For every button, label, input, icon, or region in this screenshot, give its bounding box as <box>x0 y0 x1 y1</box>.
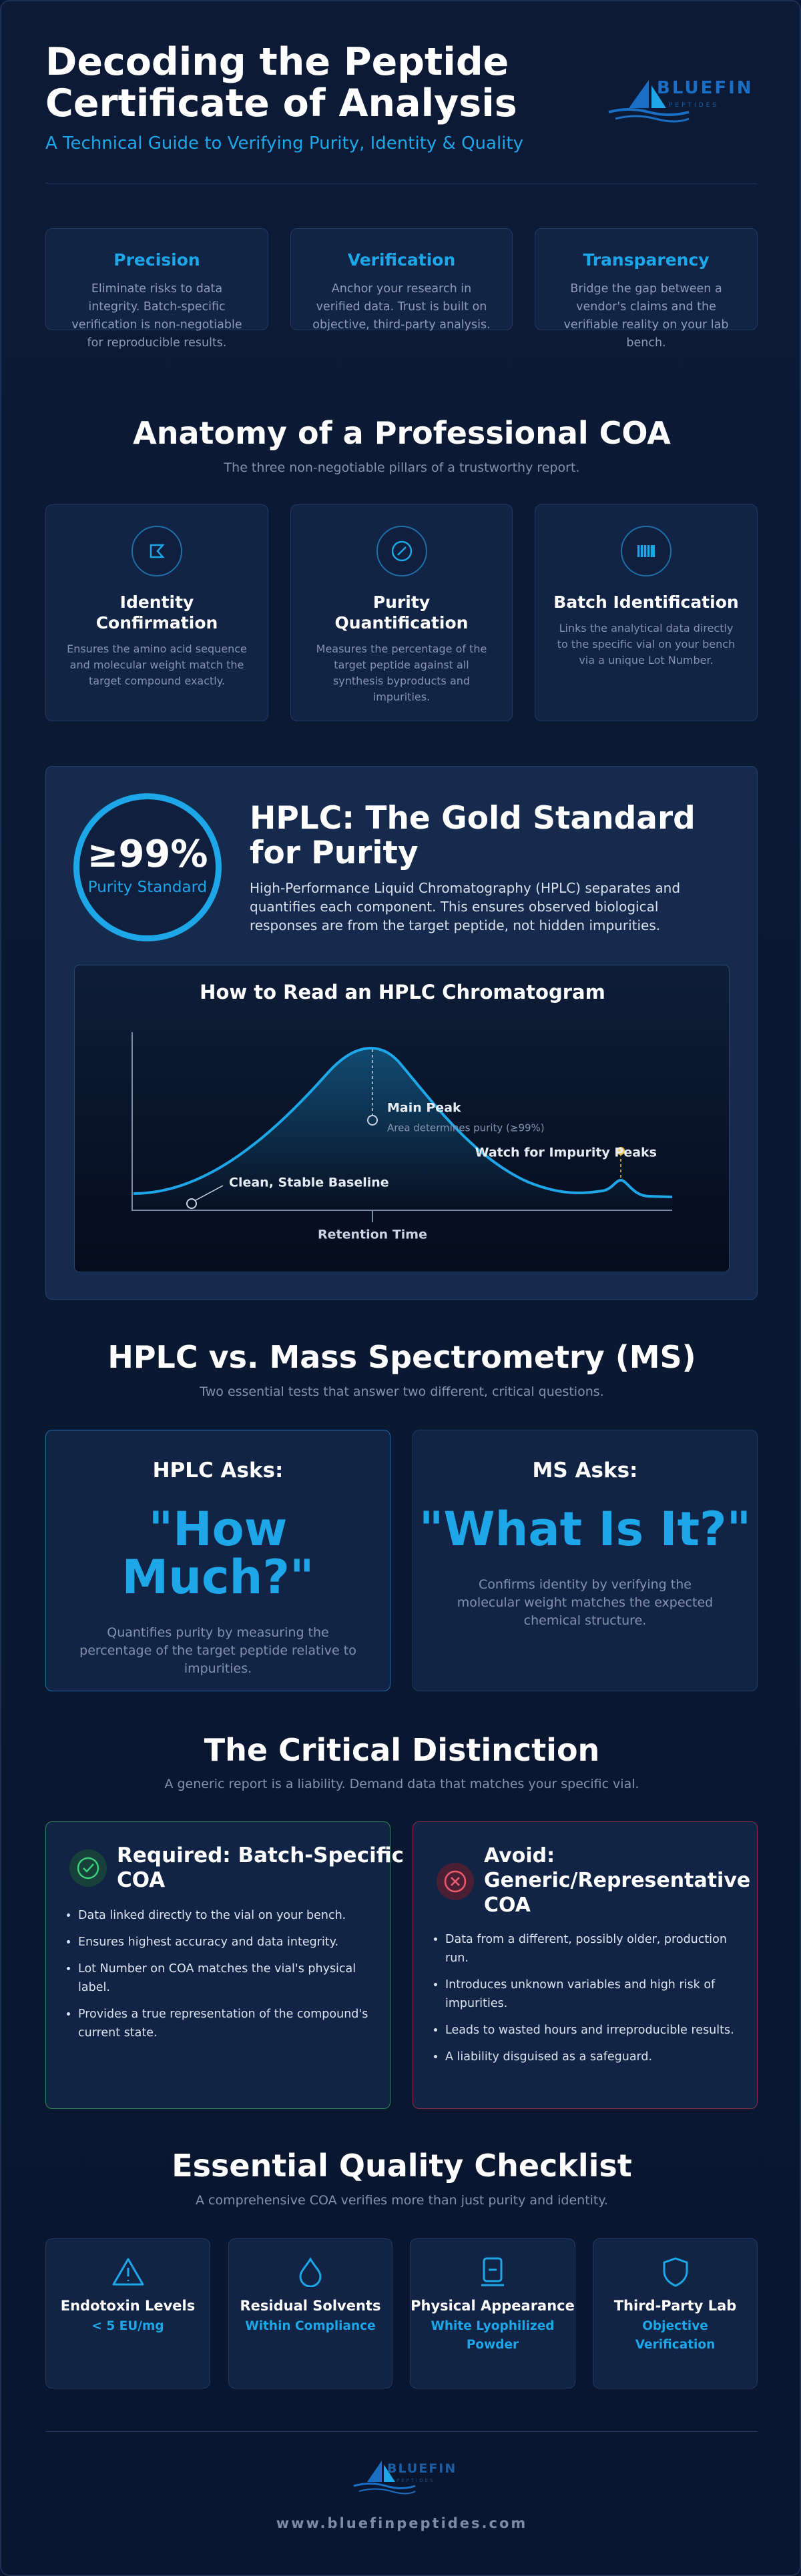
checklist-card: Third-Party Lab Objective Verification <box>593 2238 758 2389</box>
comparison-card: HPLC Asks: "How Much?" Quantifies purity b… <box>45 1430 390 1691</box>
item-title: Endotoxin Levels <box>60 2298 196 2314</box>
anatomy-card: Batch Identification Links the analytical… <box>535 504 758 721</box>
section-title: HPLC vs. Mass Spectrometry (MS) <box>107 1339 696 1375</box>
item-title: Physical Appearance <box>411 2298 575 2314</box>
checklist-card: Residual Solvents Within Compliance <box>228 2238 392 2389</box>
title: Decoding the Peptide Certificate of Anal… <box>45 40 517 125</box>
icon <box>621 526 672 576</box>
subtitle: A Technical Guide to Verifying Purity, I… <box>45 133 523 153</box>
required-card: Required: Batch-Specific COA Data linked… <box>45 1821 404 2109</box>
section-title: Essential Quality Checklist <box>172 2148 632 2184</box>
bullet-item: Provides a true representation of the co… <box>78 2005 370 2042</box>
item-value: < 5 EU/mg <box>91 2319 164 2333</box>
section-title: The Critical Distinction <box>204 1732 600 1768</box>
check-icon <box>69 1849 107 1887</box>
cross-icon <box>437 1863 474 1900</box>
card-title: Avoid: Generic/Representative COA <box>484 1844 751 1917</box>
hplc-title: HPLC: The Gold Standard for Purity <box>250 800 696 871</box>
section-subtitle: A generic report is a liability. Demand … <box>164 1777 639 1791</box>
icon <box>299 2257 322 2287</box>
icon <box>376 526 427 576</box>
pillar-title: Precision <box>113 250 200 270</box>
card-question: MS Asks: <box>532 1458 638 1482</box>
item-value: White Lyophilized Powder <box>431 2319 555 2352</box>
icon <box>663 2257 688 2287</box>
pillar-card: Transparency Bridge the gap between a ven… <box>535 228 758 350</box>
card-text: Quantifies purity by measuring the perce… <box>79 1625 356 1676</box>
checklist-card: Physical Appearance White Lyophilized Pow… <box>410 2238 575 2389</box>
chart-title: How to Read an HPLC Chromatogram <box>200 981 605 1003</box>
chromatogram: How to Read an HPLC Chromatogram Main Pe… <box>131 981 673 1242</box>
card-answer: "What Is It?" <box>419 1502 752 1557</box>
pillar-text: Eliminate risks to data integrity. Batch… <box>71 282 242 350</box>
item-title: Residual Solvents <box>240 2298 381 2314</box>
x-axis-label: Retention Time <box>318 1228 427 1242</box>
bullet-item: Ensures highest accuracy and data integr… <box>78 1933 370 1952</box>
bullet-item: Leads to wasted hours and irreproducible… <box>445 2021 737 2040</box>
logo-subtext: PEPTIDES <box>669 102 719 109</box>
hplc-panel: ≥99% Purity Standard HPLC: The Gold Stan… <box>45 766 758 1300</box>
main-peak-label: Main Peak <box>387 1101 461 1116</box>
item-value: Within Compliance <box>245 2319 376 2333</box>
pillar-card: Verification Anchor your research in veri… <box>290 228 513 332</box>
card-text: Confirms identity by verifying the molec… <box>457 1577 714 1628</box>
logo: BLUEFIN PEPTIDES <box>608 78 754 123</box>
pillar-card: Precision Eliminate risks to data integri… <box>45 228 268 350</box>
pillar-text: Anchor your research in verified data. T… <box>312 282 491 332</box>
item-title: Third-Party Lab <box>613 2298 737 2314</box>
logo-text: BLUEFIN <box>657 78 754 98</box>
card-title: Batch Identification <box>553 592 739 612</box>
card-answer: "How Much?" <box>121 1502 314 1605</box>
card-text: Ensures the amino acid sequence and mole… <box>67 642 247 687</box>
checklist-card: Endotoxin Levels < 5 EU/mg <box>45 2238 210 2389</box>
section-subtitle: Two essential tests that answer two diff… <box>200 1384 604 1399</box>
badge-value: ≥99% <box>87 833 208 876</box>
icon <box>131 526 182 576</box>
card-title: Purity Quantification <box>334 592 469 632</box>
badge-label: Purity Standard <box>87 879 208 896</box>
section-title: Anatomy of a Professional COA <box>133 415 671 451</box>
bullet-item: Data linked directly to the vial on your… <box>78 1906 370 1925</box>
impurity-label: Watch for Impurity Peaks <box>475 1146 657 1160</box>
footer-url: www.bluefinpeptides.com <box>276 2515 528 2531</box>
divider <box>45 2431 758 2432</box>
section-subtitle: The three non-negotiable pillars of a tr… <box>224 460 580 475</box>
logo-subtext: PEPTIDES <box>396 2478 435 2483</box>
bullet-item: A liability disguised as a safeguard. <box>445 2048 737 2066</box>
icon <box>112 2258 144 2286</box>
hplc-description: High-Performance Liquid Chromatography (… <box>250 880 681 933</box>
card-text: Links the analytical data directly to th… <box>557 622 736 667</box>
pillar-title: Verification <box>347 250 456 270</box>
main-peak-note: Area determines purity (≥99%) <box>387 1122 545 1134</box>
bullet-item: Introduces unknown variables and high ri… <box>445 1976 737 2013</box>
comparison-card: MS Asks: "What Is It?" Confirms identity b… <box>413 1430 758 1691</box>
bullet-list: Data from a different, possibly older, p… <box>428 1930 737 2074</box>
baseline-label: Clean, Stable Baseline <box>229 1176 389 1190</box>
card-text: Measures the percentage of the target pe… <box>316 642 487 703</box>
bullet-list: Data linked directly to the vial on your… <box>61 1906 370 2050</box>
chromatogram-box: How to Read an HPLC Chromatogram Main Pe… <box>74 965 730 1272</box>
card-title: Identity Confirmation <box>95 592 218 632</box>
anatomy-card: Identity Confirmation Ensures the amino a… <box>45 504 268 721</box>
bullet-item: Lot Number on COA matches the vial's phy… <box>78 1960 370 1997</box>
pillar-title: Transparency <box>583 250 710 270</box>
logo-text: BLUEFIN <box>387 2461 457 2476</box>
purity-badge: ≥99% Purity Standard <box>73 793 222 941</box>
anatomy-card: Purity Quantification Measures the percen… <box>290 504 513 721</box>
item-value: Objective Verification <box>635 2319 716 2352</box>
icon <box>481 2257 504 2286</box>
avoid-card: Avoid: Generic/Representative COA Data f… <box>413 1821 758 2109</box>
section-subtitle: A comprehensive COA verifies more than j… <box>196 2193 608 2208</box>
bullet-item: Data from a different, possibly older, p… <box>445 1930 737 1968</box>
card-question: HPLC Asks: <box>152 1458 284 1482</box>
footer-logo: BLUEFIN PEPTIDES <box>353 2461 457 2495</box>
pillar-text: Bridge the gap between a vendor's claims… <box>563 282 729 350</box>
card-title: Required: Batch-Specific COA <box>117 1843 405 1892</box>
